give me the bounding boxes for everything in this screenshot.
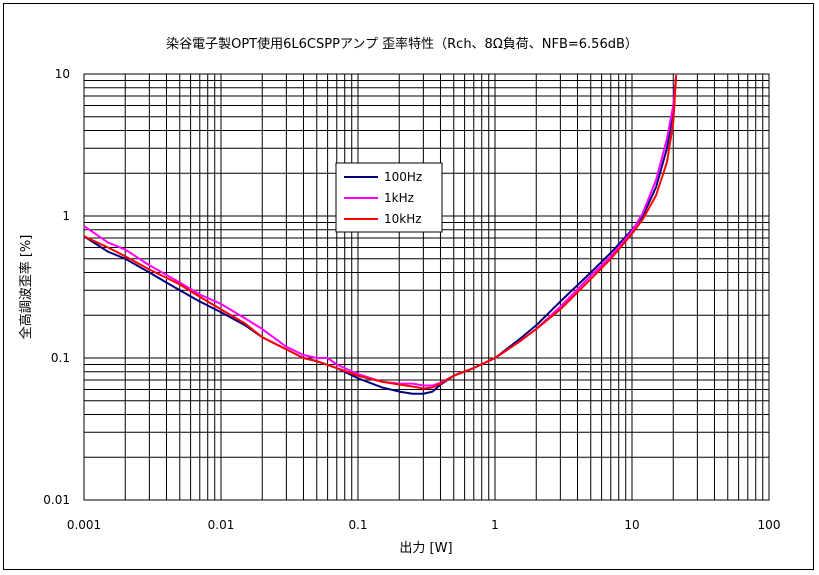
series-group — [83, 75, 678, 395]
legend-label: 1kHz — [384, 191, 414, 205]
y-tick-label: 0.1 — [51, 351, 70, 365]
y-tick-label: 0.01 — [43, 493, 70, 507]
x-axis-title: 出力 [W] — [399, 541, 452, 556]
y-axis-title: 全高調波歪率 [%] — [18, 235, 34, 340]
x-tick-label: 0.01 — [208, 518, 235, 532]
x-tick-label: 0.001 — [67, 518, 101, 532]
x-tick-label: 1 — [491, 518, 499, 532]
x-tick-label: 100 — [758, 518, 781, 532]
legend-label: 100Hz — [384, 170, 422, 184]
series-line-1khz — [83, 75, 678, 387]
chart-title: 染谷電子製OPT使用6L6CSPPアンプ 歪率特性（Rch、8Ω負荷、NFB=6… — [166, 36, 638, 52]
y-tick-label: 1 — [62, 209, 70, 223]
legend-label: 10kHz — [384, 212, 422, 226]
y-tick-labels: 0.01 0.1 1 10 — [43, 67, 70, 507]
x-tick-label: 10 — [624, 518, 639, 532]
legend: 100Hz 1kHz 10kHz — [335, 162, 443, 233]
series-line-10khz — [83, 75, 678, 390]
x-tick-label: 0.1 — [348, 518, 367, 532]
series-line-100hz — [83, 75, 678, 395]
x-tick-labels: 0.001 0.01 0.1 1 10 100 — [67, 518, 781, 532]
chart-frame — [3, 3, 814, 570]
plot-area — [83, 73, 770, 501]
y-tick-label: 10 — [55, 67, 70, 81]
